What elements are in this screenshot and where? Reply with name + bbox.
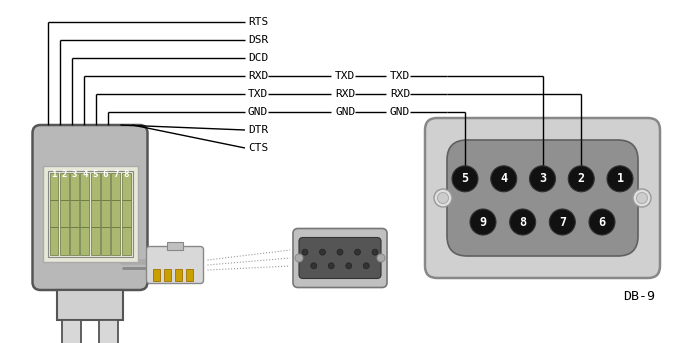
Text: GND: GND: [335, 107, 355, 117]
Text: RXD: RXD: [390, 89, 411, 99]
Text: TXD: TXD: [335, 71, 355, 81]
Circle shape: [302, 249, 308, 255]
Bar: [81, 173, 90, 255]
Bar: [62, 320, 81, 343]
Text: RXD: RXD: [335, 89, 355, 99]
Text: DSR: DSR: [248, 35, 269, 45]
Bar: [101, 173, 110, 255]
Circle shape: [372, 249, 378, 255]
Text: 9: 9: [479, 215, 487, 228]
Circle shape: [320, 249, 326, 255]
Text: DCD: DCD: [248, 53, 269, 63]
FancyBboxPatch shape: [425, 118, 660, 278]
FancyBboxPatch shape: [299, 237, 381, 279]
Text: 5: 5: [462, 172, 468, 185]
Circle shape: [568, 166, 594, 192]
Bar: [57, 290, 123, 320]
Text: 4: 4: [82, 170, 87, 179]
Text: 1: 1: [616, 172, 624, 185]
Circle shape: [346, 263, 352, 269]
Text: GND: GND: [248, 107, 269, 117]
Text: 6: 6: [598, 215, 606, 228]
Bar: [174, 269, 182, 281]
Circle shape: [607, 166, 633, 192]
Circle shape: [470, 209, 496, 235]
Bar: [91, 173, 100, 255]
Bar: [164, 269, 170, 281]
Circle shape: [633, 189, 651, 207]
Bar: [60, 173, 69, 255]
Circle shape: [328, 263, 334, 269]
Circle shape: [637, 192, 647, 203]
Circle shape: [491, 166, 517, 192]
Text: 1: 1: [51, 170, 57, 179]
Text: 5: 5: [92, 170, 98, 179]
FancyBboxPatch shape: [447, 140, 638, 256]
Bar: [48, 171, 133, 257]
Circle shape: [530, 166, 555, 192]
Circle shape: [549, 209, 575, 235]
Circle shape: [452, 166, 478, 192]
Circle shape: [311, 263, 317, 269]
Circle shape: [337, 249, 343, 255]
Text: 2: 2: [61, 170, 67, 179]
Text: 3: 3: [72, 170, 77, 179]
Bar: [186, 269, 192, 281]
Text: RXD: RXD: [248, 71, 269, 81]
Bar: [111, 173, 120, 255]
Text: 7: 7: [559, 215, 566, 228]
Text: 8: 8: [123, 170, 129, 179]
FancyBboxPatch shape: [293, 228, 387, 287]
Text: DTR: DTR: [248, 125, 269, 135]
Circle shape: [589, 209, 615, 235]
Circle shape: [295, 254, 303, 262]
Bar: [50, 173, 59, 255]
Text: 3: 3: [539, 172, 546, 185]
Circle shape: [437, 192, 448, 203]
Circle shape: [377, 254, 385, 262]
Bar: [100, 320, 118, 343]
Circle shape: [509, 209, 536, 235]
Circle shape: [434, 189, 452, 207]
Bar: [167, 241, 183, 249]
Text: 7: 7: [113, 170, 118, 179]
Bar: [42, 166, 137, 262]
Text: 6: 6: [103, 170, 108, 179]
FancyBboxPatch shape: [32, 125, 147, 290]
Text: RTS: RTS: [248, 17, 269, 27]
Bar: [70, 173, 79, 255]
Text: TXD: TXD: [390, 71, 411, 81]
Bar: [153, 269, 160, 281]
Text: TXD: TXD: [248, 89, 269, 99]
Text: CTS: CTS: [248, 143, 269, 153]
Circle shape: [355, 249, 361, 255]
Text: GND: GND: [390, 107, 411, 117]
Bar: [122, 173, 131, 255]
Circle shape: [363, 263, 369, 269]
Text: 8: 8: [519, 215, 526, 228]
Text: 4: 4: [500, 172, 507, 185]
FancyBboxPatch shape: [147, 247, 203, 284]
Text: 2: 2: [577, 172, 585, 185]
Text: DB-9: DB-9: [623, 290, 655, 303]
